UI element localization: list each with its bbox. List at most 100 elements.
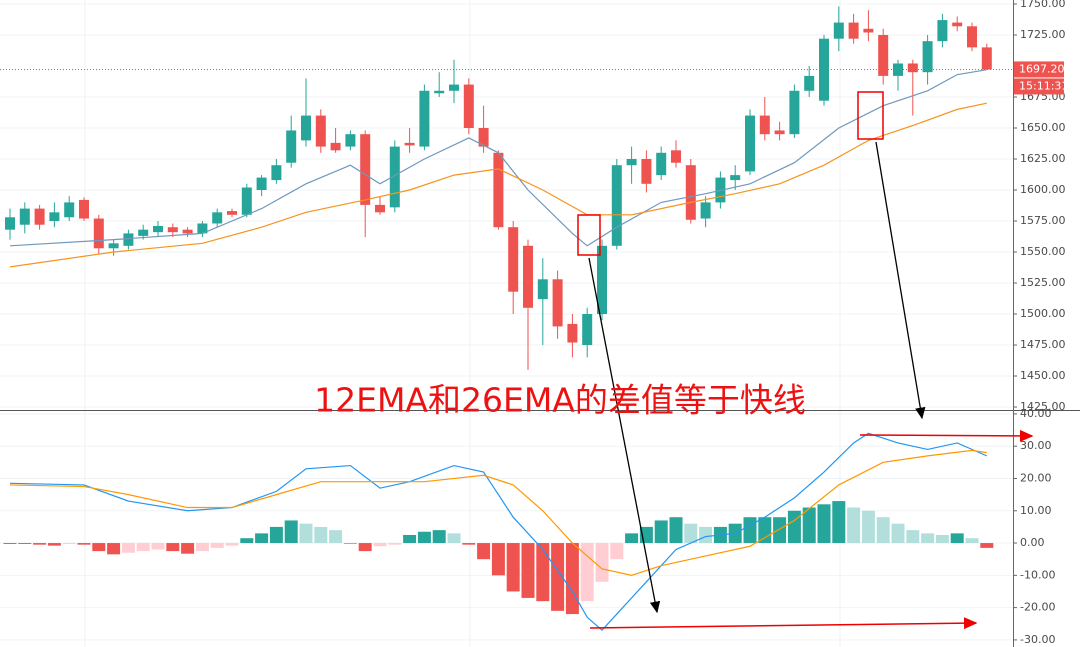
histogram-bar: [417, 531, 431, 544]
highlight-box: [857, 91, 884, 140]
histogram-bar: [551, 543, 565, 611]
candle-body: [256, 177, 267, 190]
candle-body: [286, 130, 297, 163]
candle-body: [404, 142, 415, 146]
histogram-bar: [654, 520, 668, 544]
candle-body: [878, 34, 889, 76]
candle-body: [315, 115, 326, 147]
histogram-bar: [787, 510, 801, 544]
histogram-bar: [62, 543, 76, 545]
grid: [0, 3, 1013, 641]
candle-body: [449, 84, 459, 91]
candle-body: [863, 28, 874, 33]
histogram-bar: [876, 517, 890, 544]
histogram-bar: [965, 538, 979, 544]
histogram-bar: [699, 526, 713, 544]
candle-body: [819, 38, 829, 101]
histogram-bar: [195, 543, 209, 552]
highlight-box: [577, 214, 601, 256]
histogram-bar: [861, 510, 875, 544]
candle-body: [804, 75, 815, 91]
histogram-bar: [684, 523, 698, 544]
candle-body: [656, 152, 667, 176]
histogram-bar: [299, 523, 313, 544]
candle-body: [967, 26, 977, 48]
candle-body: [79, 199, 89, 219]
histogram-bar: [462, 543, 476, 545]
histogram-bar: [802, 507, 816, 544]
histogram-bar: [773, 517, 787, 544]
candle-body: [153, 225, 163, 233]
candle-body: [375, 204, 385, 213]
y-tick-label: 1650.00: [1020, 121, 1066, 134]
candle-body: [907, 63, 918, 73]
histogram-bar: [47, 543, 61, 546]
candle-body: [34, 208, 45, 225]
histogram-bar: [107, 543, 121, 555]
histogram-bar: [269, 526, 283, 544]
histogram-bar: [136, 543, 150, 552]
arrow: [859, 429, 1034, 442]
histogram-bar: [403, 534, 417, 544]
candle-body: [5, 217, 15, 230]
candle-body: [360, 134, 371, 205]
annotation: 12EMA和26EMA的差值等于快线: [314, 381, 806, 420]
candle-body: [597, 245, 607, 315]
histogram-bar: [491, 543, 505, 576]
histogram-bar: [343, 543, 357, 544]
histogram-bar: [536, 543, 550, 602]
candle-body: [582, 314, 593, 346]
candle-body: [508, 227, 519, 292]
candle-body: [419, 90, 430, 147]
candle-body: [434, 90, 445, 94]
y-tick-label: 20.00: [1020, 471, 1052, 484]
candle-body: [567, 323, 578, 343]
candle-body: [981, 47, 992, 70]
histogram-bar: [610, 543, 624, 560]
line: [9, 69, 987, 247]
y-tick-label: 1600.00: [1020, 183, 1066, 196]
histogram-bar: [758, 517, 772, 544]
candle-body: [49, 212, 60, 221]
histogram-bar: [373, 543, 387, 547]
candle-body: [537, 279, 548, 300]
histogram-bar: [565, 543, 579, 615]
histogram-bar: [921, 533, 935, 544]
candle-body: [389, 146, 400, 208]
candle-body: [271, 165, 282, 181]
y-tick-label: -30.00: [1020, 633, 1055, 646]
y-tick-label: -10.00: [1020, 568, 1055, 581]
histogram-bar: [314, 526, 328, 544]
candle-body: [641, 158, 652, 184]
histogram-bar: [240, 538, 254, 544]
y-tick-label: 0.00: [1020, 536, 1045, 549]
histogram-bar: [255, 533, 269, 544]
histogram-bar: [817, 504, 831, 544]
candle-body: [108, 243, 119, 249]
arrow: [875, 141, 926, 420]
histogram-bar: [980, 543, 994, 548]
histogram-bar: [906, 530, 920, 544]
histogram-bar: [121, 543, 135, 553]
candle-body: [730, 175, 741, 181]
histogram-bar: [166, 543, 180, 552]
histogram-bar: [284, 520, 298, 544]
candle-body: [93, 218, 104, 249]
candle-body: [212, 212, 223, 224]
candle-body: [552, 279, 563, 327]
histogram-bar: [506, 543, 520, 592]
candle-body: [478, 127, 489, 147]
histogram-bar: [77, 543, 91, 545]
histogram-bar: [477, 543, 491, 560]
histogram-bar: [625, 533, 639, 544]
candle-body: [241, 187, 252, 215]
line: [9, 449, 987, 576]
y-tick-label: 1550.00: [1020, 245, 1066, 258]
candle-body: [922, 41, 933, 73]
histogram-bar: [358, 543, 372, 552]
histogram-bar: [891, 523, 905, 544]
histogram-bar: [181, 543, 195, 554]
y-tick-label: 1500.00: [1020, 307, 1066, 320]
histogram-bar: [92, 543, 106, 552]
y-tick-label: -20.00: [1020, 601, 1055, 614]
